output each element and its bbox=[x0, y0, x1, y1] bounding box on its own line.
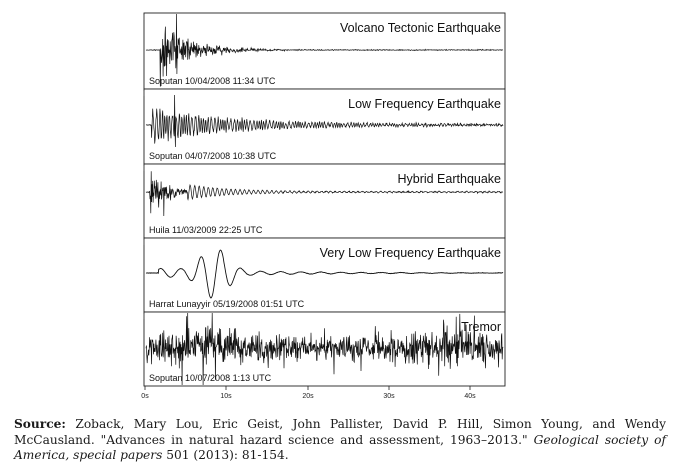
panel-station-label: Soputan 04/07/2008 10:38 UTC bbox=[149, 151, 277, 161]
panel-station-label: Soputan 10/04/2008 11:34 UTC bbox=[149, 76, 276, 86]
seismogram-trace bbox=[145, 171, 504, 217]
panel-station-label: Soputan 10/07/2008 1:13 UTC bbox=[149, 373, 272, 383]
seismogram-trace bbox=[145, 312, 504, 386]
seismogram-trace bbox=[145, 94, 504, 148]
panel-title: Very Low Frequency Earthquake bbox=[320, 246, 501, 260]
panel-station-label: Harrat Lunayyir 05/19/2008 01:51 UTC bbox=[149, 299, 305, 309]
seismogram-figure: Volcano Tectonic Earthquake Soputan 10/04… bbox=[141, 12, 506, 400]
caption-source-label: Source: bbox=[14, 417, 66, 431]
panel-title: Tremor bbox=[461, 320, 501, 334]
panel-3: Hybrid Earthquake Huila 11/03/2009 22:25 … bbox=[143, 163, 506, 239]
x-tick-label: 20s bbox=[302, 393, 314, 400]
seismogram-trace bbox=[145, 13, 504, 87]
panel-2: Low Frequency Earthquake Soputan 04/07/20… bbox=[143, 88, 506, 165]
panel-frame bbox=[143, 237, 506, 313]
caption-journal: Geological society of America, special p… bbox=[14, 432, 666, 463]
x-tick-label: 40s bbox=[464, 393, 476, 400]
x-tick-label: 0s bbox=[141, 393, 149, 400]
panel-title: Low Frequency Earthquake bbox=[348, 97, 501, 111]
panel-1: Volcano Tectonic Earthquake Soputan 10/04… bbox=[143, 12, 506, 90]
panel-station-label: Huila 11/03/2009 22:25 UTC bbox=[149, 225, 263, 235]
figure-caption: Source: Zoback, Mary Lou, Eric Geist, Jo… bbox=[14, 417, 666, 464]
caption-text-1: Zoback, Mary Lou, Eric Geist, John Palli… bbox=[14, 417, 666, 447]
x-tick-label: 10s bbox=[220, 393, 232, 400]
panel-frame bbox=[143, 12, 506, 90]
panel-4: Very Low Frequency Earthquake Harrat Luna… bbox=[143, 237, 506, 313]
panel-title: Volcano Tectonic Earthquake bbox=[340, 21, 501, 35]
panel-frame bbox=[143, 163, 506, 239]
x-tick-label: 30s bbox=[383, 393, 395, 400]
seismogram-trace bbox=[145, 249, 504, 299]
panel-5: Tremor Soputan 10/07/2008 1:13 UTC bbox=[143, 311, 506, 387]
panel-title: Hybrid Earthquake bbox=[397, 172, 501, 186]
caption-text-2: 501 (2013): 81-154. bbox=[162, 448, 289, 462]
